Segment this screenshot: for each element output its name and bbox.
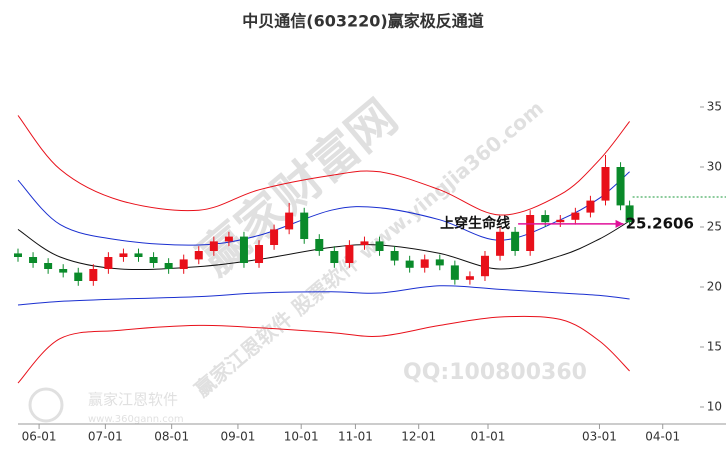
arrow-head bbox=[615, 219, 624, 228]
candle-body bbox=[59, 269, 68, 273]
candle-body bbox=[465, 276, 474, 280]
channel-line bbox=[17, 285, 630, 306]
candle-body bbox=[571, 212, 580, 220]
y-tick-label: 25 bbox=[707, 220, 722, 234]
annotation-text: 上穿生命线 bbox=[440, 215, 510, 232]
candle-body bbox=[194, 251, 203, 260]
x-tick-label: 09-01 bbox=[220, 430, 255, 444]
candle-body bbox=[390, 251, 399, 261]
candle-body bbox=[375, 241, 384, 251]
candle-body bbox=[330, 251, 339, 263]
x-tick-label: 11-01 bbox=[338, 430, 373, 444]
candle-body bbox=[285, 212, 294, 230]
annotation-value: 25.2606 bbox=[626, 214, 694, 232]
x-tick-label: 07-01 bbox=[88, 430, 123, 444]
candle-body bbox=[420, 259, 429, 268]
candle-body bbox=[270, 229, 279, 245]
watermark: QQ:100800360 bbox=[403, 360, 587, 385]
candle-body bbox=[586, 200, 595, 213]
x-tick-label: 10-01 bbox=[284, 430, 319, 444]
channel-line bbox=[17, 315, 630, 384]
candle-body bbox=[616, 167, 625, 206]
candle-body bbox=[149, 257, 158, 263]
candle-body bbox=[179, 259, 188, 269]
candle-body bbox=[134, 253, 143, 257]
candle-body bbox=[345, 245, 354, 263]
watermark: 赢家江恩软件 bbox=[88, 391, 178, 409]
candle-body bbox=[164, 263, 173, 269]
candle-body bbox=[601, 167, 610, 201]
candle-body bbox=[360, 241, 369, 245]
candle-body bbox=[104, 257, 113, 269]
candle-body bbox=[496, 231, 505, 256]
x-tick-label: 03-01 bbox=[582, 430, 617, 444]
y-tick-label: 20 bbox=[707, 280, 722, 294]
candle-body bbox=[541, 215, 550, 223]
candle-body bbox=[405, 260, 414, 268]
x-tick-label: 01-01 bbox=[471, 430, 506, 444]
candle-body bbox=[44, 263, 53, 269]
candle-body bbox=[450, 265, 459, 280]
x-tick-label: 12-01 bbox=[401, 430, 436, 444]
x-tick-label: 06-01 bbox=[22, 430, 57, 444]
candle-body bbox=[435, 259, 444, 266]
x-tick-label: 08-01 bbox=[154, 430, 189, 444]
candle-body bbox=[209, 241, 218, 251]
candle-body bbox=[255, 245, 264, 263]
candle-body bbox=[29, 257, 38, 263]
candle-body bbox=[74, 272, 83, 281]
candle-body bbox=[89, 269, 98, 281]
candle-body bbox=[239, 236, 248, 263]
y-tick-label: 15 bbox=[707, 340, 722, 354]
candle-body bbox=[625, 205, 634, 223]
candle-body bbox=[480, 255, 489, 277]
candle-body bbox=[119, 253, 128, 257]
watermark: www.360gann.com bbox=[88, 414, 184, 425]
candle-body bbox=[556, 219, 565, 223]
candle-body bbox=[224, 236, 233, 242]
channel-line bbox=[17, 115, 630, 216]
watermark-layer: 赢家财富网 赢家江恩软件 股票软件 www.yingjia360.com QQ:… bbox=[28, 89, 587, 425]
candle-body bbox=[526, 215, 535, 251]
candle-body bbox=[14, 253, 22, 257]
logo bbox=[28, 387, 64, 423]
chart-title: 中贝通信(603220)赢家极反通道 bbox=[242, 12, 483, 31]
y-tick-label: 30 bbox=[707, 160, 722, 174]
x-tick-label: 04-01 bbox=[645, 430, 680, 444]
candle-body bbox=[315, 239, 324, 251]
y-tick-label: 10 bbox=[707, 400, 722, 414]
candle-body bbox=[511, 231, 520, 251]
y-tick-label: 35 bbox=[707, 100, 722, 114]
candle-body bbox=[300, 212, 309, 239]
